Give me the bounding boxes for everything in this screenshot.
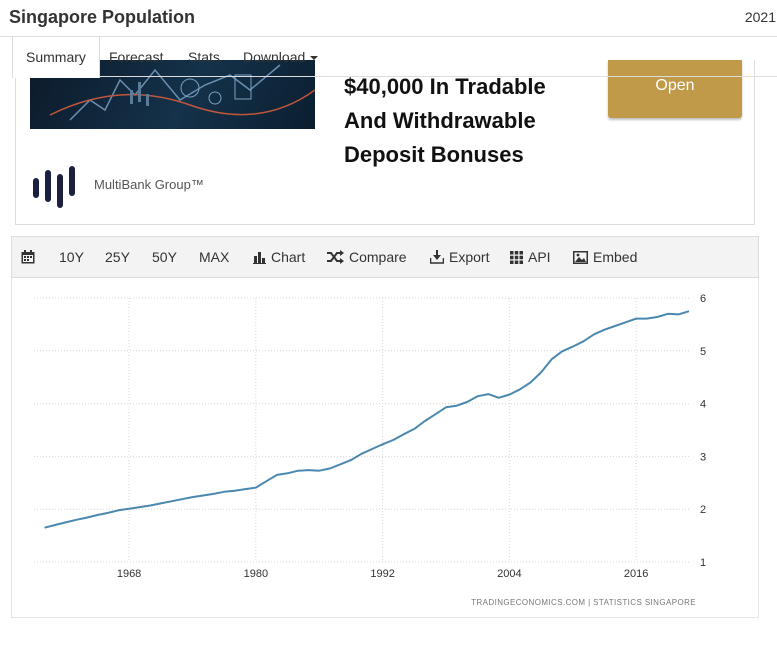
y-tick-label: 5 bbox=[700, 346, 706, 358]
ad-headline-line: Deposit Bonuses bbox=[344, 142, 524, 167]
range-25y-button[interactable]: 25Y bbox=[105, 249, 130, 265]
chart-source: TRADINGECONOMICS.COM | STATISTICS SINGAP… bbox=[471, 598, 696, 607]
range-10y-button[interactable]: 10Y bbox=[59, 249, 84, 265]
range-max-button[interactable]: MAX bbox=[199, 249, 230, 265]
y-tick-label: 3 bbox=[700, 451, 706, 463]
compare-button[interactable]: Compare bbox=[327, 237, 407, 277]
header-year: 2021 bbox=[744, 9, 776, 25]
bar-chart-icon bbox=[253, 252, 266, 264]
chart-grid bbox=[34, 297, 689, 563]
advertisement[interactable]: $40,000 In Tradable And Withdrawable Dep… bbox=[15, 60, 755, 225]
api-label: API bbox=[528, 249, 551, 265]
ad-headline-line: And Withdrawable bbox=[344, 108, 536, 133]
api-button[interactable]: API bbox=[510, 237, 551, 277]
chart-panel: 1 2 3 4 5 6 1968 1980 1992 2004 2016 TRADINGECONO… bbox=[11, 278, 759, 618]
image-icon bbox=[573, 251, 588, 264]
title-bar: Singapore Population 2021 bbox=[0, 0, 777, 37]
calendar-icon bbox=[21, 250, 35, 264]
x-axis-ticks: 1968 1980 1992 2004 2016 bbox=[117, 568, 649, 580]
export-label: Export bbox=[449, 249, 490, 265]
ad-headline[interactable]: $40,000 In Tradable And Withdrawable Dep… bbox=[344, 70, 604, 172]
y-tick-label: 6 bbox=[700, 293, 706, 305]
chart-type-button[interactable]: Chart bbox=[253, 237, 305, 277]
x-tick-label: 1968 bbox=[117, 568, 141, 580]
shuffle-icon bbox=[327, 250, 344, 264]
x-tick-label: 2004 bbox=[497, 568, 521, 580]
embed-button[interactable]: Embed bbox=[573, 237, 637, 277]
multibank-logo-icon bbox=[33, 166, 75, 208]
tab-summary[interactable]: Summary bbox=[12, 37, 100, 78]
ad-brand-name: MultiBank Group™ bbox=[94, 177, 204, 192]
series-line bbox=[44, 310, 690, 529]
y-tick-label: 1 bbox=[700, 557, 706, 569]
download-icon bbox=[429, 250, 445, 264]
x-tick-label: 1992 bbox=[370, 568, 394, 580]
chart-type-label: Chart bbox=[271, 249, 306, 265]
ad-headline-line: $40,000 In Tradable bbox=[344, 74, 546, 99]
export-button[interactable]: Export bbox=[429, 237, 490, 277]
chart-toolbar: 10Y 25Y 50Y MAX Chart Compare Export AP bbox=[11, 236, 759, 278]
compare-label: Compare bbox=[349, 249, 407, 265]
population-line-chart[interactable]: 1 2 3 4 5 6 1968 1980 1992 2004 2016 bbox=[12, 278, 760, 618]
y-tick-label: 4 bbox=[700, 399, 706, 411]
tab-stats[interactable]: Stats bbox=[188, 49, 220, 65]
caret-down-icon bbox=[310, 56, 319, 61]
page-title: Singapore Population bbox=[9, 7, 196, 27]
x-tick-label: 1980 bbox=[244, 568, 268, 580]
tab-download-label: Download bbox=[243, 49, 306, 65]
y-tick-label: 2 bbox=[700, 504, 706, 516]
embed-label: Embed bbox=[593, 249, 638, 265]
tab-bar: Summary Forecast Stats Download bbox=[12, 37, 777, 78]
y-axis-ticks: 1 2 3 4 5 6 bbox=[700, 293, 706, 569]
series-group bbox=[44, 310, 690, 529]
x-tick-label: 2016 bbox=[624, 568, 648, 580]
grid-icon bbox=[510, 251, 523, 264]
ad-open-button[interactable]: Open bbox=[608, 60, 742, 118]
range-50y-button[interactable]: 50Y bbox=[152, 249, 177, 265]
ad-chart-graphic bbox=[49, 64, 315, 121]
tab-forecast[interactable]: Forecast bbox=[109, 49, 164, 65]
tab-download[interactable]: Download bbox=[230, 37, 331, 77]
date-range-button[interactable] bbox=[21, 237, 40, 277]
